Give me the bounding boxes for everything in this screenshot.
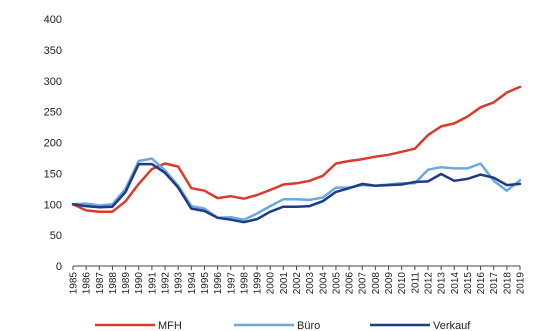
legend-item: MFH xyxy=(95,320,182,331)
legend-label: MFH xyxy=(158,320,182,331)
x-tick-label: 1996 xyxy=(213,272,224,295)
x-tick-label: 1988 xyxy=(108,272,119,295)
x-tick-label: 2006 xyxy=(345,272,356,295)
x-tick-label: 2003 xyxy=(305,272,316,295)
x-tick-label: 1993 xyxy=(174,272,185,295)
x-tick-label: 2015 xyxy=(463,272,474,295)
x-tick-label: 1997 xyxy=(226,272,237,295)
y-tick-label: 0 xyxy=(56,261,62,273)
x-tick-label: 1986 xyxy=(82,272,93,295)
x-axis: 1985 1986 1987 1988 1989 1990 1991 1992 1993 1994… xyxy=(69,265,527,295)
legend-item: Verkauf xyxy=(370,320,471,331)
x-tick-label: 1985 xyxy=(69,272,80,295)
y-tick-label: 200 xyxy=(44,138,62,150)
y-tick-label: 100 xyxy=(44,199,62,211)
y-tick-label: 300 xyxy=(44,76,62,88)
y-tick-label: 150 xyxy=(44,168,62,180)
x-tick-label: 1995 xyxy=(200,272,211,295)
y-tick-label: 350 xyxy=(44,45,62,57)
legend: MFH Büro Verkauf xyxy=(95,320,471,331)
y-tick-label: 50 xyxy=(50,230,62,242)
x-tick-label: 2013 xyxy=(437,272,448,295)
series-line-verkauf xyxy=(71,162,522,224)
x-tick-label: 1989 xyxy=(121,272,132,295)
x-tick-label: 1994 xyxy=(187,272,198,295)
x-tick-label: 2010 xyxy=(397,272,408,295)
x-tick-label: 2001 xyxy=(279,272,290,295)
x-tick-label: 2019 xyxy=(516,272,527,295)
legend-label: Büro xyxy=(297,320,320,331)
x-tick-label: 2014 xyxy=(450,272,461,295)
x-tick-label: 2002 xyxy=(292,272,303,295)
x-tick-label: 1987 xyxy=(95,272,106,295)
x-tick-label: 1990 xyxy=(134,272,145,295)
x-tick-label: 2016 xyxy=(476,272,487,295)
x-tick-label: 2000 xyxy=(266,272,277,295)
series-line-mfh xyxy=(71,85,522,213)
y-tick-label: 400 xyxy=(44,14,62,26)
x-tick-label: 1999 xyxy=(253,272,264,295)
legend-item: Büro xyxy=(234,320,320,331)
legend-label: Verkauf xyxy=(433,320,471,331)
x-tick-label: 1992 xyxy=(161,272,172,295)
x-tick-label: 2008 xyxy=(371,272,382,295)
x-tick-label: 2009 xyxy=(384,272,395,295)
x-tick-label: 2004 xyxy=(318,272,329,295)
y-axis: 0 50 100 150 200 250 300 350 400 xyxy=(44,14,62,273)
series-line-b-ro xyxy=(71,157,522,221)
x-tick-label: 1991 xyxy=(147,272,158,295)
x-tick-label: 2018 xyxy=(502,272,513,295)
x-tick-label: 2007 xyxy=(358,272,369,295)
x-tick-label: 2017 xyxy=(489,272,500,295)
x-tick-label: 1998 xyxy=(239,272,250,295)
series-lines xyxy=(71,85,522,224)
x-tick-label: 2011 xyxy=(410,272,421,294)
y-tick-label: 250 xyxy=(44,107,62,119)
x-tick-label: 2012 xyxy=(423,272,434,295)
x-tick-label: 2005 xyxy=(331,272,342,295)
